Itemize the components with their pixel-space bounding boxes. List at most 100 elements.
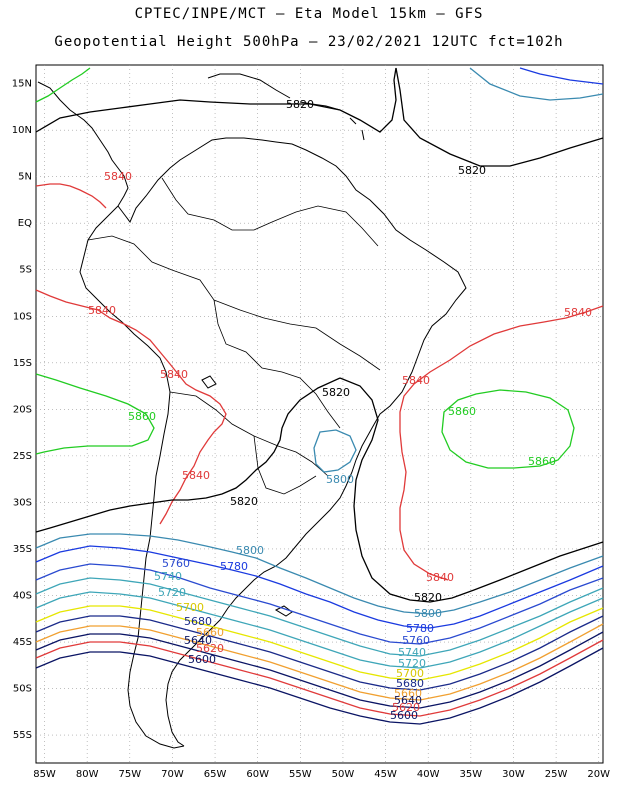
contour-label: 5760	[402, 634, 430, 647]
contour-label: 5820	[414, 591, 442, 604]
longitude-label: 20W	[587, 769, 610, 780]
contour-label: 5800	[236, 544, 264, 557]
contour-label: 5740	[154, 570, 182, 583]
contour-label: 5680	[396, 677, 424, 690]
contour-label: 5760	[162, 557, 190, 570]
contour-label: 5800	[326, 473, 354, 486]
latitude-label: EQ	[18, 218, 32, 229]
latitude-label: 5N	[18, 172, 32, 183]
contour-5860-west	[35, 373, 155, 455]
contour-5860-nw	[35, 67, 91, 103]
contour-5680	[35, 615, 604, 691]
contour-labels: 5820 5820 5840 5840 5840 5840 5840 5860 …	[88, 98, 592, 722]
contour-5840-east	[399, 305, 604, 581]
cuba-island	[207, 73, 291, 99]
contour-5800-ne	[469, 67, 604, 101]
contour-label: 5840	[88, 304, 116, 317]
latitude-label: 15N	[12, 79, 32, 90]
longitude-label: 35W	[460, 769, 483, 780]
axis-labels: 15N 10N 5N EQ 5S 10S 15S 20S 25S 30S 35S 40S 45S 50S 5…	[12, 79, 610, 780]
latitude-label: 15S	[13, 358, 32, 369]
contour-5820-south	[339, 377, 604, 603]
contour-lines	[35, 67, 604, 725]
contour-5840-west	[35, 183, 227, 525]
latitude-label: 35S	[13, 544, 32, 555]
contour-label: 5660	[196, 626, 224, 639]
latitude-label: 55S	[13, 730, 32, 741]
south-america-west-coast	[79, 205, 185, 749]
contour-label: 5840	[426, 571, 454, 584]
contour-5820-north	[35, 67, 397, 133]
longitude-label: 25W	[545, 769, 568, 780]
latitude-label: 30S	[13, 497, 32, 508]
graticule	[36, 65, 603, 763]
contour-5600	[35, 647, 604, 725]
contour-label: 5860	[128, 410, 156, 423]
map-title-line-1: CPTEC/INPE/MCT – Eta Model 15km – GFS	[134, 6, 484, 22]
longitude-label: 80W	[76, 769, 99, 780]
contour-label: 5620	[196, 642, 224, 655]
contour-label: 5600	[188, 653, 216, 666]
contour-label: 5780	[406, 622, 434, 635]
contour-5800-loop	[313, 429, 357, 473]
longitude-label: 45W	[374, 769, 397, 780]
map-frame	[35, 64, 604, 764]
contour-label: 5660	[394, 687, 422, 700]
contour-label: 5820	[286, 98, 314, 111]
contour-label: 5840	[104, 170, 132, 183]
south-america-coast	[117, 137, 467, 747]
longitude-label: 60W	[246, 769, 269, 780]
country-borders	[87, 177, 381, 495]
latitude-label: 45S	[13, 637, 32, 648]
latitude-label: 20S	[13, 404, 32, 415]
longitude-label: 65W	[204, 769, 227, 780]
contour-5740	[35, 577, 604, 657]
contour-label: 5740	[398, 646, 426, 659]
contour-label: 5800	[414, 607, 442, 620]
contour-label: 5860	[448, 405, 476, 418]
contour-label: 5600	[390, 709, 418, 722]
contour-label: 5820	[458, 164, 486, 177]
latitude-label: 10S	[13, 311, 32, 322]
latitude-label: 25S	[13, 451, 32, 462]
latitude-label: 50S	[13, 684, 32, 695]
longitude-label: 30W	[502, 769, 525, 780]
map-title-line-2: Geopotential Height 500hPa – 23/02/2021 …	[54, 34, 564, 50]
longitude-label: 75W	[118, 769, 141, 780]
contour-5620	[35, 639, 604, 717]
contour-5780-ne	[519, 67, 604, 85]
contour-label: 5860	[528, 455, 556, 468]
longitude-label: 85W	[33, 769, 56, 780]
contour-label: 5820	[230, 495, 258, 508]
contour-5820-north-east	[395, 67, 604, 167]
contour-5700	[35, 605, 604, 681]
central-america-coast	[37, 81, 129, 207]
latitude-label: 10N	[12, 125, 32, 136]
contour-label: 5680	[184, 615, 212, 628]
longitude-label: 40W	[417, 769, 440, 780]
contour-label: 5840	[182, 469, 210, 482]
contour-label: 5780	[220, 560, 248, 573]
contour-5800	[35, 533, 604, 615]
contour-label: 5840	[160, 368, 188, 381]
longitude-label: 55W	[289, 769, 312, 780]
contour-label: 5700	[176, 601, 204, 614]
lake-titicaca	[201, 375, 217, 389]
contour-5860-east-closed	[441, 389, 575, 469]
contour-5780	[35, 545, 604, 629]
contour-label: 5840	[402, 374, 430, 387]
contour-5640	[35, 631, 604, 709]
latitude-label: 5S	[19, 265, 32, 276]
contour-label: 5640	[394, 694, 422, 707]
longitude-label: 70W	[161, 769, 184, 780]
contour-label: 5640	[184, 634, 212, 647]
contour-5760	[35, 563, 604, 645]
contour-label: 5620	[392, 701, 420, 714]
latitude-label: 40S	[13, 590, 32, 601]
contour-label: 5820	[322, 386, 350, 399]
contour-label: 5720	[398, 657, 426, 670]
contour-label: 5700	[396, 667, 424, 680]
contour-5660	[35, 623, 604, 701]
contour-label: 5720	[158, 586, 186, 599]
